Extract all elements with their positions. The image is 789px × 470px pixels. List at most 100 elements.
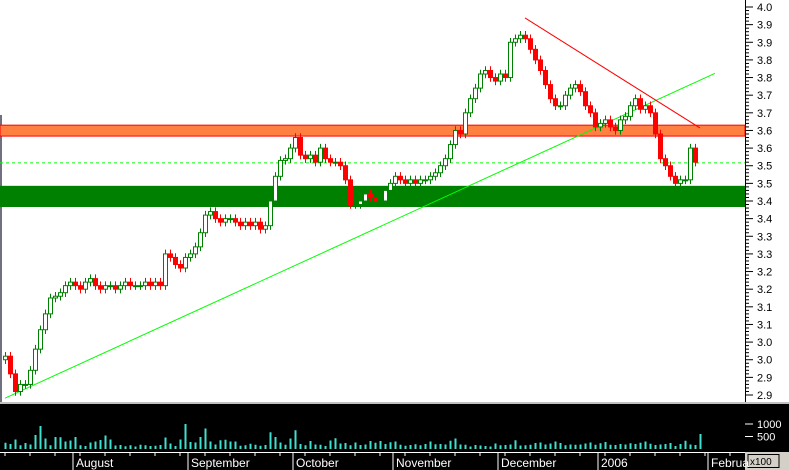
candle-body <box>268 200 273 227</box>
volume-bar <box>349 445 352 449</box>
candle-body <box>283 158 288 161</box>
candle-body <box>413 179 418 184</box>
candle <box>73 277 78 290</box>
volume-bar <box>99 440 102 449</box>
candle <box>68 277 73 290</box>
candle <box>213 207 218 223</box>
candle <box>303 150 308 163</box>
candle-body <box>313 154 318 163</box>
candle <box>398 172 403 185</box>
candle-body <box>563 94 568 107</box>
candle <box>258 217 263 234</box>
candle-body <box>218 218 223 223</box>
candle-body <box>463 112 468 135</box>
y-tick-label: 3.4 <box>757 196 772 208</box>
candle <box>653 108 658 139</box>
volume-bar <box>149 446 152 449</box>
candle-body <box>438 165 443 174</box>
volume-bar <box>89 442 92 449</box>
candle-body <box>583 91 588 107</box>
candle <box>428 172 433 185</box>
volume-bar <box>544 444 547 449</box>
candle-body <box>488 69 493 79</box>
volume-bar <box>464 444 467 449</box>
volume-bar <box>689 444 692 449</box>
candle <box>658 129 663 163</box>
volume-bar <box>29 444 32 449</box>
volume-unit-box <box>747 454 780 468</box>
candle <box>178 260 183 273</box>
candle <box>198 228 203 252</box>
candle <box>338 157 343 170</box>
candle-body <box>263 225 268 230</box>
month-label: August <box>76 456 114 470</box>
candle <box>343 161 348 185</box>
candle <box>508 38 513 82</box>
candle-body <box>108 285 113 288</box>
volume-bar <box>189 442 192 449</box>
y-tick-label: 3.6 <box>757 125 772 137</box>
volume-bar <box>209 441 212 449</box>
volume-bar <box>69 440 72 449</box>
candle <box>248 217 253 230</box>
candle-body <box>478 73 483 89</box>
candle <box>533 45 538 65</box>
volume-panel <box>0 404 745 452</box>
volume-bar <box>49 445 52 449</box>
volume-bar <box>294 430 297 449</box>
candle <box>283 154 288 165</box>
candle-body <box>133 285 138 288</box>
candle-body <box>363 193 368 202</box>
candle <box>468 94 473 118</box>
candle <box>173 253 178 269</box>
candle <box>298 133 303 160</box>
volume-bar <box>169 443 172 449</box>
candle-body <box>323 147 328 160</box>
candle <box>328 154 333 167</box>
volume-bar <box>354 442 357 449</box>
volume-unit-label: x100 <box>750 457 772 468</box>
volume-bar <box>509 444 512 449</box>
candle <box>643 101 648 114</box>
volume-bar <box>389 442 392 449</box>
candle <box>633 94 638 110</box>
y-tick-label: 3.9 <box>757 37 772 49</box>
candle-body <box>333 161 338 164</box>
candle <box>158 277 163 290</box>
volume-bar <box>674 446 677 449</box>
volume-bar <box>599 443 602 449</box>
candle <box>53 292 58 303</box>
volume-bar <box>44 438 47 449</box>
y-tick-label: 2.9 <box>757 372 772 384</box>
candle <box>133 281 138 290</box>
candle-body <box>273 175 278 202</box>
candle-body <box>128 281 133 287</box>
volume-bar <box>159 445 162 449</box>
volume-bar <box>449 440 452 449</box>
candle <box>528 34 533 54</box>
candle-body <box>258 221 263 230</box>
candle <box>548 80 553 103</box>
candle-body <box>453 129 458 146</box>
volume-bar <box>374 442 377 449</box>
volume-bar <box>419 445 422 449</box>
volume-bar <box>569 444 572 449</box>
volume-bar <box>409 445 412 449</box>
candle <box>233 214 238 227</box>
candle-body <box>418 179 423 184</box>
candle-body <box>78 285 83 290</box>
candle-body <box>593 112 598 128</box>
volume-bar <box>534 443 537 449</box>
candle <box>288 143 293 163</box>
volume-bar <box>494 443 497 449</box>
candle <box>673 172 678 188</box>
volume-bar <box>439 444 442 449</box>
candle-body <box>553 98 558 107</box>
volume-bar <box>4 442 7 449</box>
volume-bar <box>219 440 222 449</box>
candle <box>313 150 318 167</box>
volume-bar <box>174 446 177 449</box>
candle-body <box>33 348 38 371</box>
candle-body <box>513 38 518 43</box>
volume-bar <box>289 438 292 449</box>
